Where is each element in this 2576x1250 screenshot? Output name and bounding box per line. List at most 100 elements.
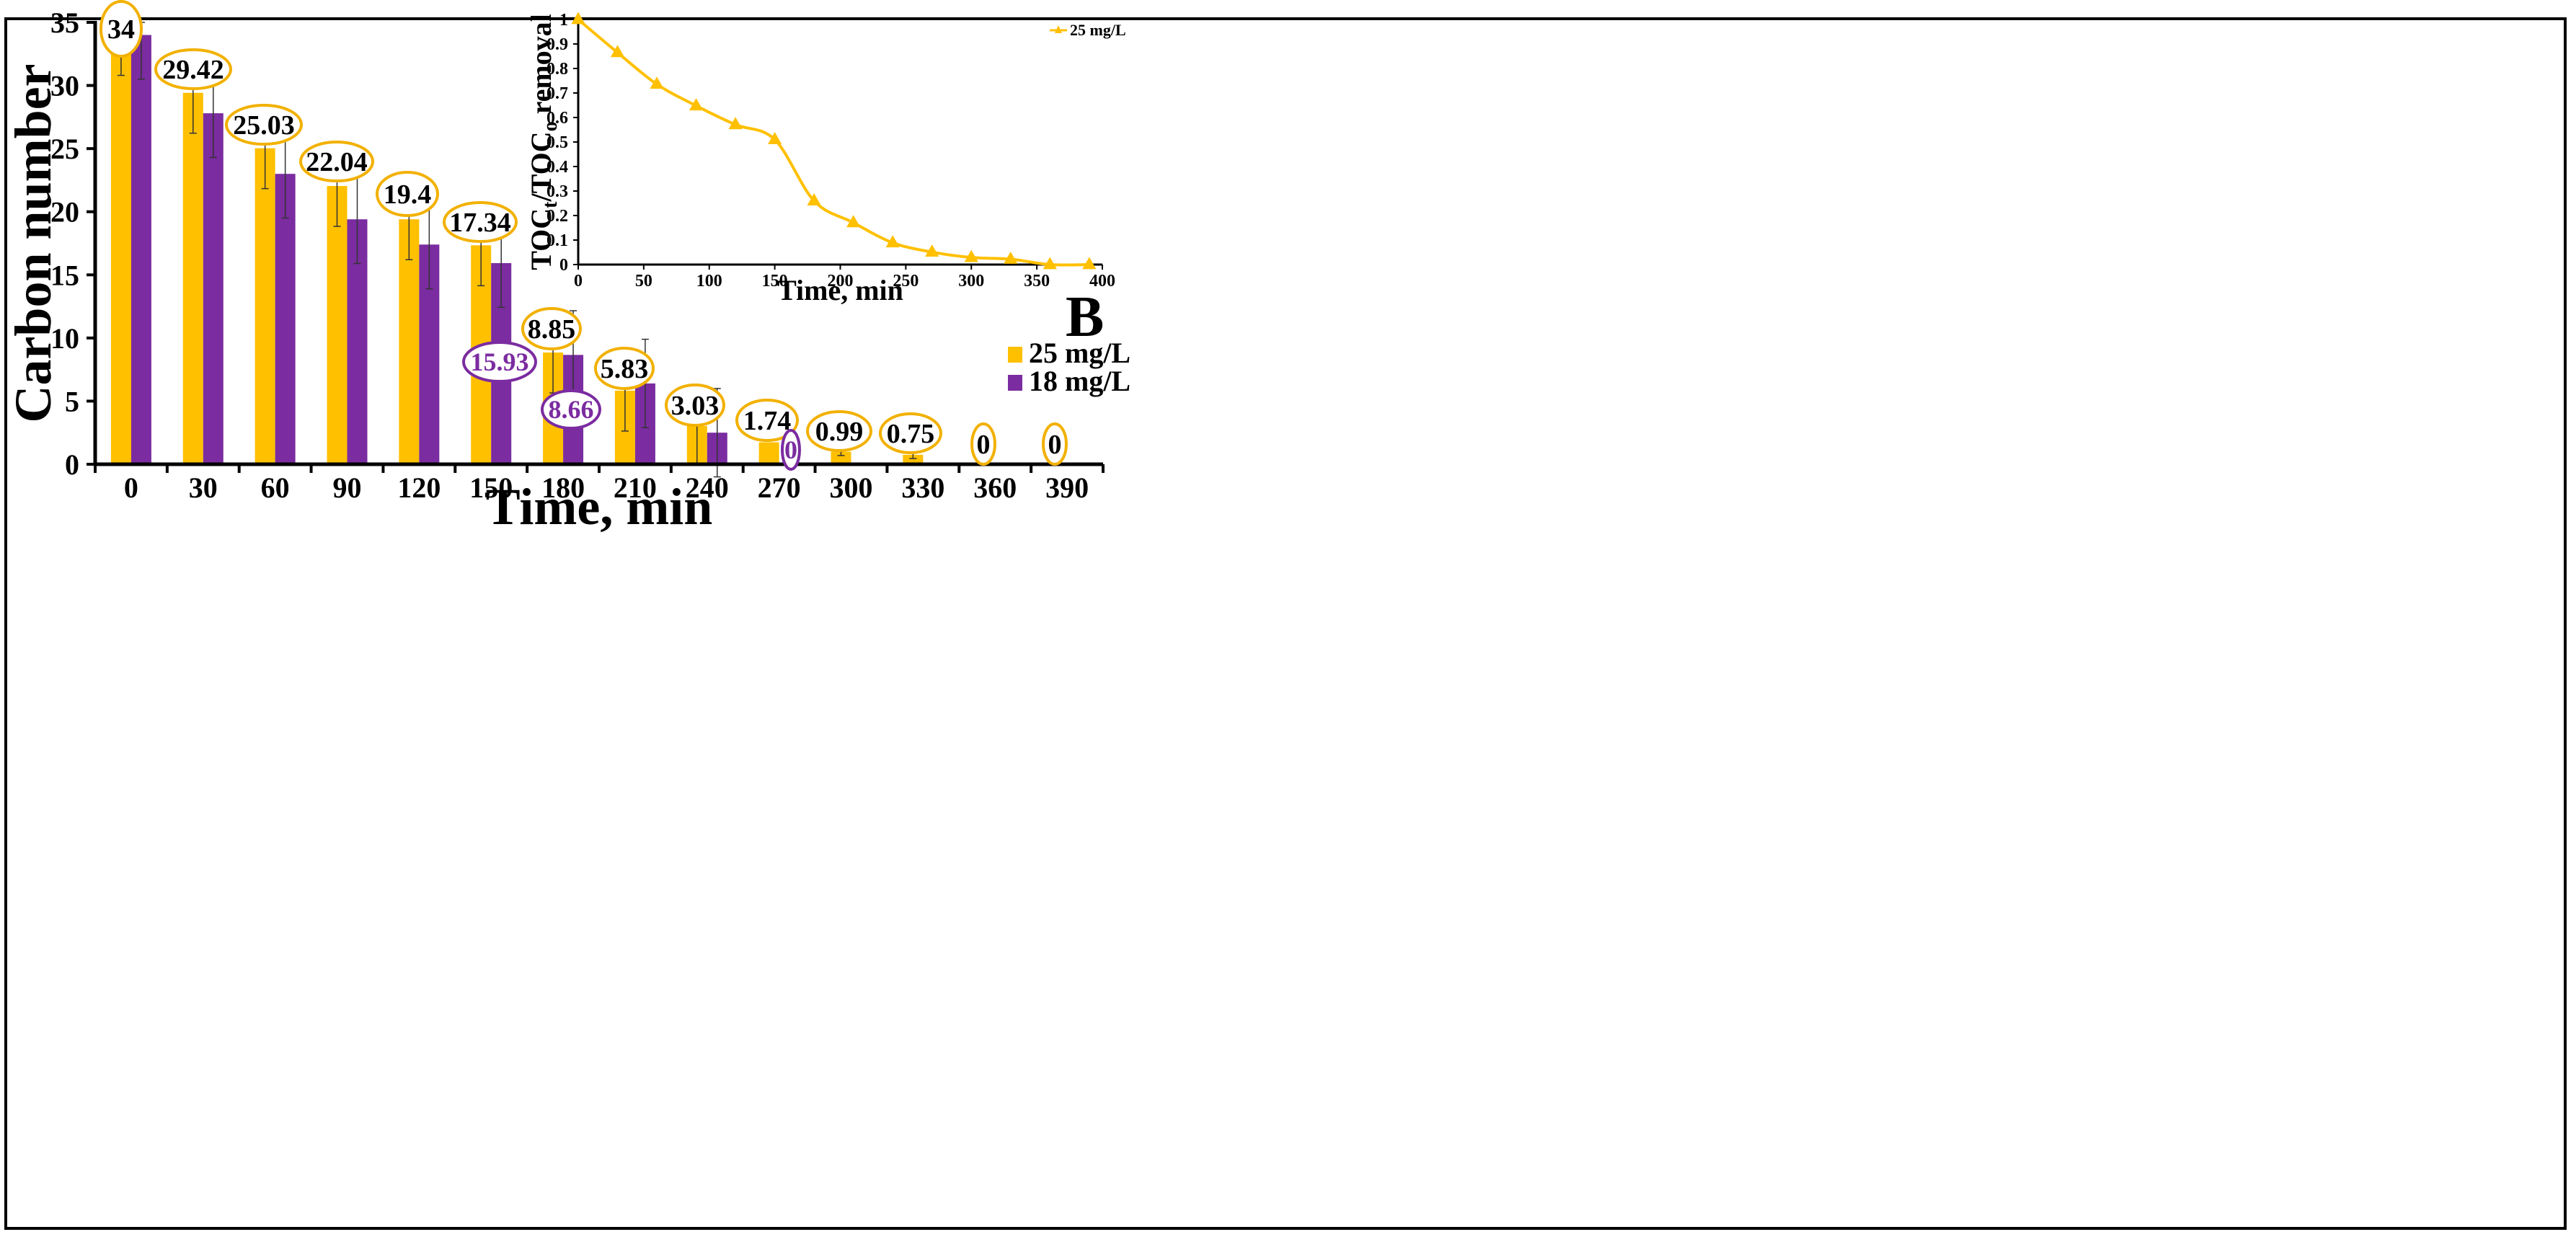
inset-data-point xyxy=(689,98,704,111)
x-tick-label: 180 xyxy=(541,471,585,504)
data-label-18mg: 0 xyxy=(781,429,801,471)
x-tick-label: 270 xyxy=(758,471,801,504)
x-tick-label: 360 xyxy=(973,471,1017,504)
inset-x-tick-label: 250 xyxy=(893,272,919,291)
x-tick-label: 390 xyxy=(1045,471,1089,504)
inset-x-tick-label: 50 xyxy=(635,272,652,291)
data-label-25mg: 0 xyxy=(970,422,996,466)
legend: 25 mg/L18 mg/L xyxy=(1008,337,1130,397)
inset-y-tick-label: 0.8 xyxy=(546,60,568,79)
data-label-25mg: 1.74 xyxy=(735,399,799,442)
inset-data-point xyxy=(1043,257,1057,270)
inset-ylabel-sub: o xyxy=(539,121,562,131)
y-tick-label: 25 xyxy=(50,133,79,165)
bar-25mg xyxy=(110,35,131,465)
x-tick-label: 240 xyxy=(686,471,729,504)
data-label-25mg: 8.85 xyxy=(521,307,582,350)
inset-data-point xyxy=(571,12,585,25)
inset-y-tick-label: 0.5 xyxy=(546,133,568,152)
inset-x-tick-label: 0 xyxy=(574,272,583,291)
x-tick-label: 60 xyxy=(261,471,290,504)
data-label-text: 22.04 xyxy=(306,147,368,177)
inset-data-point xyxy=(650,76,664,89)
inset-y-tick-label: 1 xyxy=(559,11,568,30)
x-tick-label: 30 xyxy=(189,471,218,504)
x-tick-label: 210 xyxy=(614,471,657,504)
x-tick-label: 90 xyxy=(333,471,362,504)
x-tick-label: 120 xyxy=(397,471,441,504)
inset-ylabel-sub: t xyxy=(539,201,562,208)
inset-data-point xyxy=(768,132,782,144)
inset-data-point xyxy=(728,117,743,130)
inset-data-point xyxy=(964,249,978,262)
bar-18mg xyxy=(275,174,296,464)
data-label-18mg: 8.66 xyxy=(541,389,601,430)
inset-data-point xyxy=(1082,257,1097,270)
inset-legend-item: 25 mg/L xyxy=(1050,21,1126,39)
bar-25mg xyxy=(903,454,924,464)
y-tick-label: 20 xyxy=(50,196,79,229)
bar-18mg xyxy=(130,35,151,465)
panel-label: B xyxy=(1066,285,1104,349)
data-label-text: 25.03 xyxy=(233,110,295,141)
data-label-25mg: 0.75 xyxy=(879,412,942,454)
inset-y-tick-label: 0.2 xyxy=(546,207,568,226)
data-label-25mg: 25.03 xyxy=(225,104,303,146)
inset-y-tick-label: 0.9 xyxy=(546,35,568,54)
inset-ylabel-part: TOC xyxy=(525,208,557,270)
inset-y-tick-label: 0 xyxy=(559,256,568,275)
inset-x-tick-label: 100 xyxy=(696,272,722,291)
y-tick-label: 10 xyxy=(50,322,79,355)
legend-label: 18 mg/L xyxy=(1029,365,1130,397)
data-label-text: 0 xyxy=(784,435,797,464)
legend-item: 18 mg/L xyxy=(1008,365,1130,397)
bar-18mg xyxy=(203,113,223,465)
inset-x-axis-title: Time, min xyxy=(777,274,903,306)
data-label-text: 8.66 xyxy=(549,395,594,424)
data-label-text: 29.42 xyxy=(162,55,224,85)
data-label-text: 8.85 xyxy=(528,314,576,345)
inset-x-tick-label: 350 xyxy=(1024,272,1050,291)
inset-y-axis-title: TOCt/TOCo removal xyxy=(525,14,562,270)
bar-25mg xyxy=(182,92,203,464)
data-label-25mg: 22.04 xyxy=(299,141,374,182)
inset-data-point xyxy=(846,215,861,228)
inset-y-tick-label: 0.7 xyxy=(546,84,568,103)
inset-legend: 25 mg/L xyxy=(1050,21,1126,39)
inset-legend-marker xyxy=(1055,25,1062,33)
figure-frame xyxy=(4,17,2567,1230)
data-label-text: 34 xyxy=(107,14,135,45)
data-label-25mg: 0 xyxy=(1042,422,1068,466)
y-tick-label: 35 xyxy=(50,6,79,39)
x-tick-label: 330 xyxy=(901,471,944,504)
inset-y-tick-label: 0.6 xyxy=(546,109,568,128)
data-label-text: 3.03 xyxy=(671,391,720,421)
inset-y-tick-label: 0.3 xyxy=(546,182,568,201)
legend-swatch xyxy=(1008,347,1022,363)
inset-data-point xyxy=(885,235,900,248)
data-label-text: 0.99 xyxy=(815,417,864,447)
inset-y-tick-label: 0.1 xyxy=(546,231,568,250)
y-tick-label: 30 xyxy=(50,70,79,102)
inset-y-tick-label: 0.4 xyxy=(546,158,568,177)
data-label-text: 0.75 xyxy=(887,419,935,449)
bar-25mg xyxy=(254,148,275,464)
inset-legend-label: 25 mg/L xyxy=(1070,21,1126,39)
y-tick-label: 15 xyxy=(50,259,79,291)
inset-data-point xyxy=(925,244,939,257)
bar-25mg xyxy=(831,451,851,464)
x-axis-title: Time, min xyxy=(486,478,713,536)
data-label-25mg: 29.42 xyxy=(154,48,232,90)
y-tick-label: 0 xyxy=(65,448,79,481)
inset-data-point xyxy=(610,45,625,58)
data-label-25mg: 3.03 xyxy=(665,384,725,427)
inset-x-tick-label: 150 xyxy=(762,272,788,291)
inset-data-point xyxy=(807,193,821,205)
bar-25mg xyxy=(758,442,779,464)
data-label-25mg: 19.4 xyxy=(376,171,439,217)
data-label-text: 0 xyxy=(1048,430,1062,460)
data-label-25mg: 0.99 xyxy=(806,410,872,452)
data-label-18mg: 15.93 xyxy=(462,341,537,383)
inset-data-point xyxy=(1004,251,1018,264)
